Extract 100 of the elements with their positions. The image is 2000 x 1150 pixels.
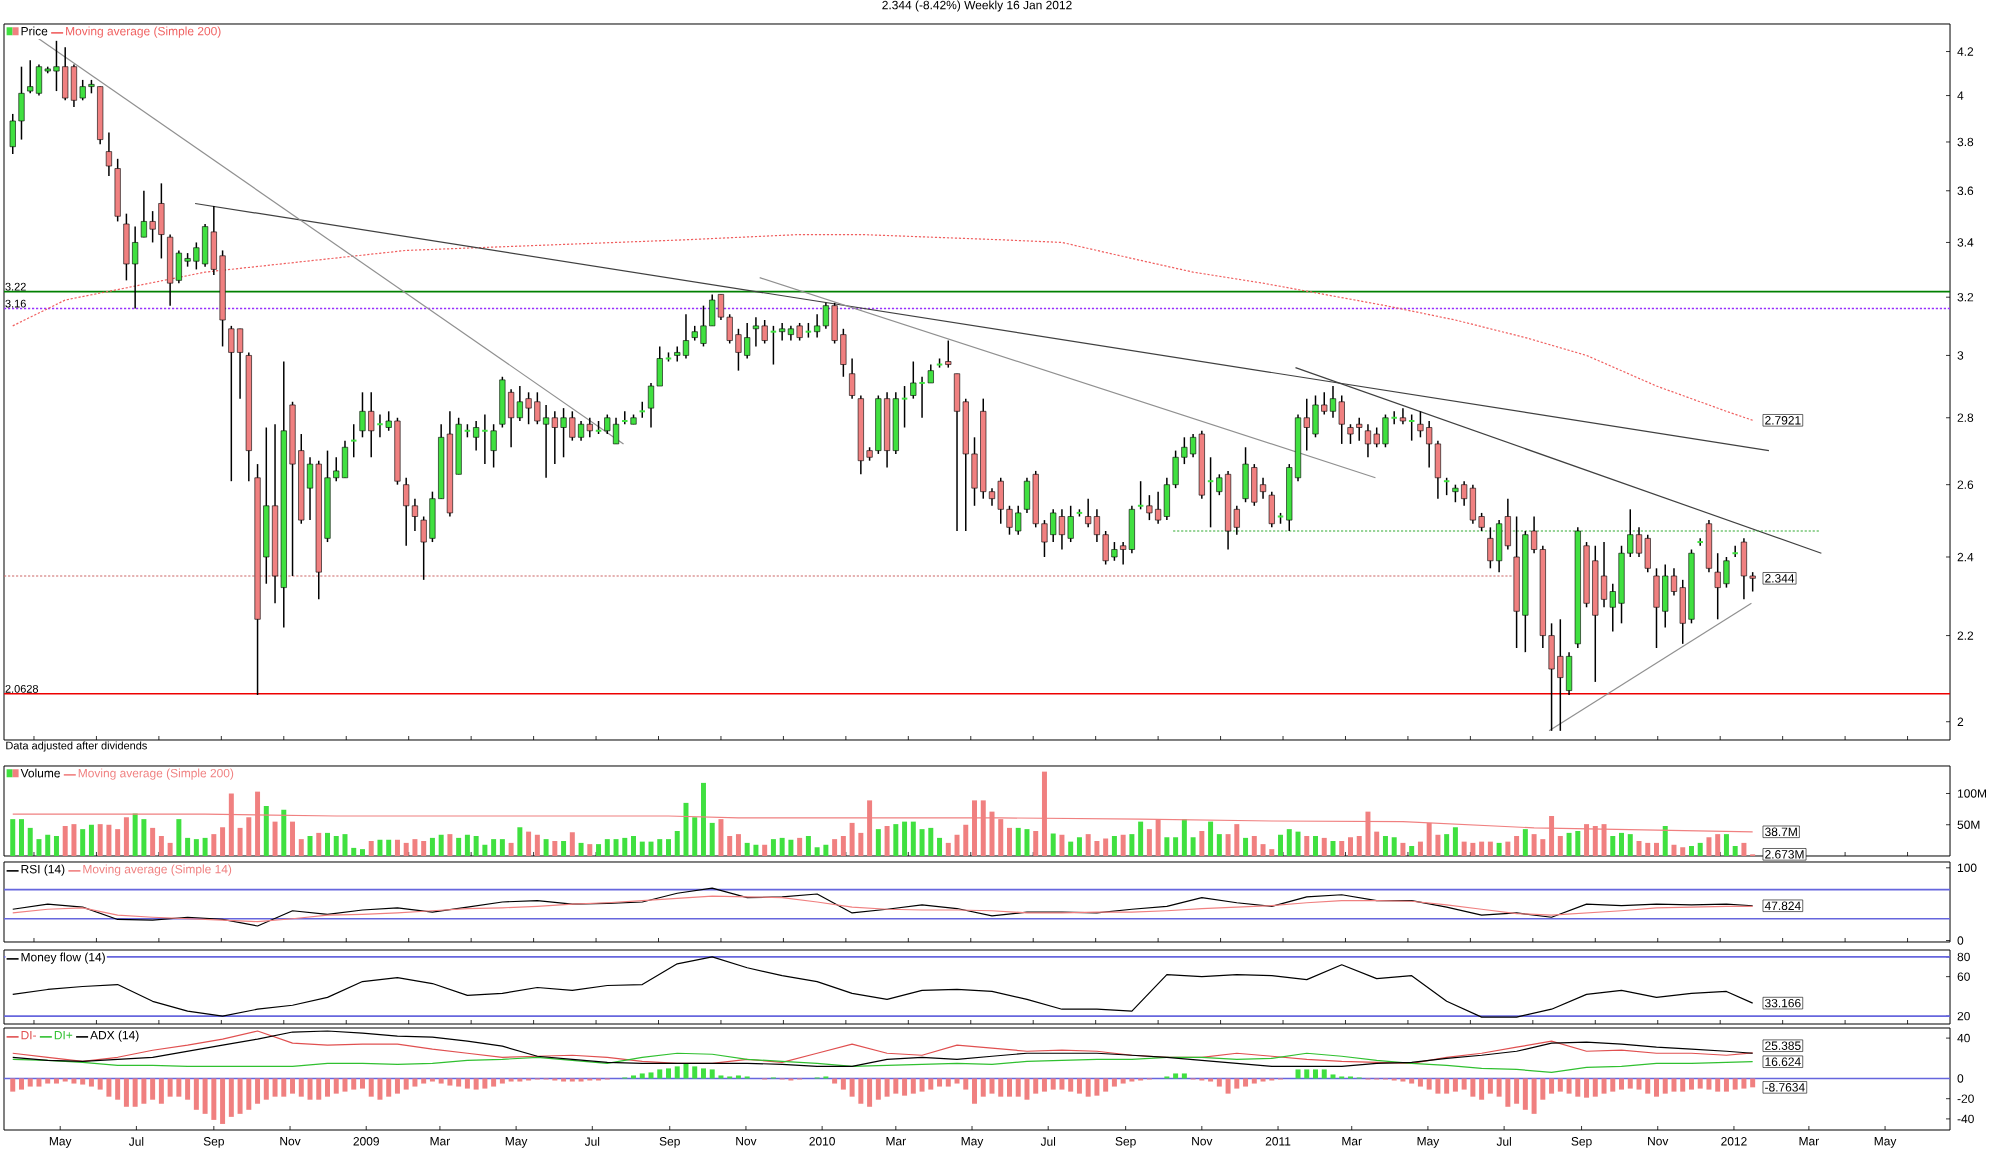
- bar: [1085, 1078, 1091, 1097]
- bar: [1164, 837, 1170, 856]
- bar: [53, 1078, 59, 1084]
- bar: [246, 1078, 252, 1110]
- bar: [578, 842, 584, 856]
- bar: [1417, 841, 1423, 856]
- bar: [639, 841, 645, 856]
- candlestick: [167, 233, 174, 307]
- bar: [1723, 1078, 1729, 1092]
- bar: [1129, 834, 1135, 856]
- bar: [185, 1078, 191, 1100]
- bar: [167, 842, 173, 856]
- bar: [421, 1078, 427, 1084]
- bar: [10, 1078, 16, 1092]
- bar: [1522, 829, 1528, 856]
- bar: [1006, 827, 1012, 856]
- bar: [1654, 842, 1659, 856]
- bar: [1531, 1078, 1537, 1114]
- bar: [359, 849, 365, 856]
- bar: [255, 1078, 261, 1104]
- bar: [97, 1078, 103, 1090]
- candlestick: [769, 325, 778, 366]
- bar: [1706, 837, 1712, 856]
- bar: [491, 839, 497, 856]
- bar: [1732, 1078, 1738, 1090]
- bar: [1251, 836, 1257, 856]
- bar: [325, 1078, 330, 1097]
- bar: [394, 1078, 400, 1094]
- candlestick: [682, 313, 690, 360]
- bar: [1470, 1078, 1476, 1097]
- bar: [1531, 834, 1537, 856]
- bar: [735, 834, 741, 856]
- bar: [132, 813, 138, 856]
- bar: [491, 1078, 497, 1087]
- bar: [1120, 834, 1126, 856]
- bar: [447, 1078, 453, 1086]
- bar: [779, 837, 785, 856]
- bar: [910, 1078, 916, 1094]
- bar: [1487, 841, 1493, 856]
- bar: [893, 1078, 899, 1094]
- candlestick: [910, 360, 917, 400]
- bar: [770, 839, 776, 856]
- candlestick: [349, 423, 358, 459]
- bar: [744, 842, 750, 856]
- bar: [1068, 841, 1074, 856]
- candlestick: [849, 357, 856, 400]
- candlestick: [945, 339, 952, 369]
- bar: [10, 819, 16, 856]
- bar: [298, 839, 304, 856]
- bar: [456, 1078, 462, 1087]
- bar: [368, 841, 374, 856]
- bar: [1557, 836, 1563, 856]
- bar: [220, 827, 226, 856]
- bar: [482, 844, 488, 856]
- bar: [1321, 1069, 1327, 1079]
- bar: [1173, 1073, 1179, 1079]
- bar: [1741, 842, 1747, 856]
- bar: [150, 827, 156, 856]
- candlestick: [490, 423, 497, 469]
- bar: [351, 847, 357, 856]
- bar: [639, 1073, 645, 1079]
- bar: [972, 1078, 978, 1104]
- bar: [158, 836, 164, 856]
- bar: [272, 1078, 278, 1097]
- bar: [1426, 1078, 1432, 1090]
- bar: [1050, 833, 1056, 856]
- bar: [1610, 836, 1616, 856]
- bar: [403, 842, 409, 856]
- bar: [18, 819, 24, 856]
- bar: [1103, 838, 1109, 856]
- bar: [989, 1078, 995, 1094]
- candlestick: [1067, 505, 1074, 543]
- bar: [832, 839, 838, 856]
- bar: [919, 1078, 925, 1092]
- bar: [1103, 1078, 1109, 1092]
- bar: [1619, 1078, 1625, 1090]
- bar: [1601, 1078, 1607, 1094]
- candlestick: [761, 319, 768, 345]
- bar: [202, 837, 208, 856]
- bar: [1479, 841, 1485, 856]
- bar: [1024, 1078, 1030, 1100]
- bar: [1557, 1078, 1563, 1092]
- bar: [910, 821, 916, 856]
- bar: [193, 839, 199, 856]
- bar: [377, 1078, 383, 1100]
- bar: [71, 1078, 77, 1084]
- bar: [1374, 831, 1380, 856]
- bar: [937, 1078, 943, 1087]
- bar: [45, 1078, 51, 1084]
- bar: [482, 1078, 488, 1089]
- bar: [115, 829, 121, 856]
- bar: [1347, 837, 1353, 856]
- candlestick: [228, 325, 235, 482]
- bar: [1269, 849, 1275, 856]
- bar: [648, 1072, 654, 1079]
- bar: [1732, 846, 1738, 856]
- bar: [18, 1078, 24, 1090]
- bar: [508, 842, 514, 856]
- bar: [1653, 1078, 1659, 1097]
- bar: [53, 836, 59, 856]
